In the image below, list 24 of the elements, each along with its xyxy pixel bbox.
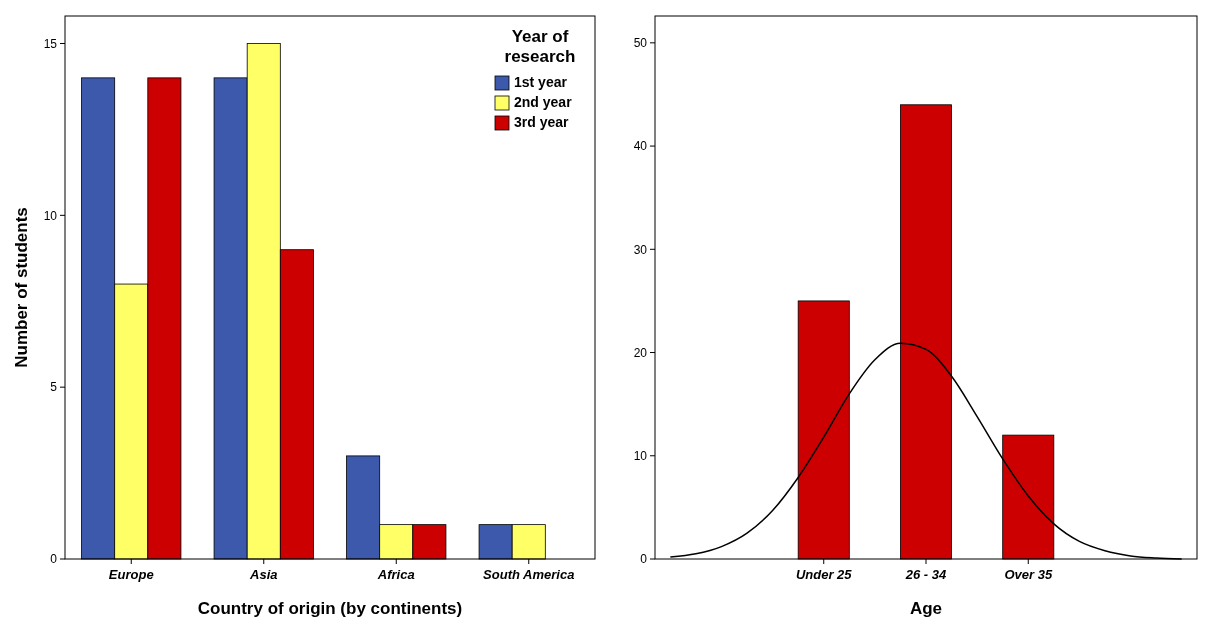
y-tick-label: 10 (633, 448, 648, 463)
y-tick-label: 5 (50, 380, 58, 395)
y-tick-label: 10 (43, 208, 58, 223)
x-tick-label: Under 25 (795, 567, 853, 582)
y-tick-label: 50 (633, 36, 648, 51)
x-axis-title: Age (909, 599, 943, 618)
legend-label: 1st year (514, 74, 568, 90)
y-tick-label: 0 (640, 552, 648, 567)
y-tick-label: 20 (633, 345, 648, 360)
x-tick-label: 26 - 34 (904, 567, 947, 582)
legend-title: Year of research (504, 27, 576, 66)
x-tick-label: South America (483, 567, 575, 582)
legend-label: 2nd year (514, 94, 573, 110)
x-tick-label: Asia (249, 567, 278, 582)
x-tick-label: Over 35 (1004, 567, 1053, 582)
legend-label: 3rd year (514, 114, 570, 130)
x-tick-label: Europe (108, 567, 154, 582)
y-tick-label: 0 (50, 552, 58, 567)
y-tick-label: 30 (633, 242, 648, 257)
y-axis-title: Number of students (12, 207, 31, 368)
x-axis-title: Country of origin (by continents) (197, 599, 463, 618)
x-tick-label: Africa (376, 567, 415, 582)
y-tick-label: 40 (633, 139, 648, 154)
y-tick-label: 15 (43, 36, 58, 51)
